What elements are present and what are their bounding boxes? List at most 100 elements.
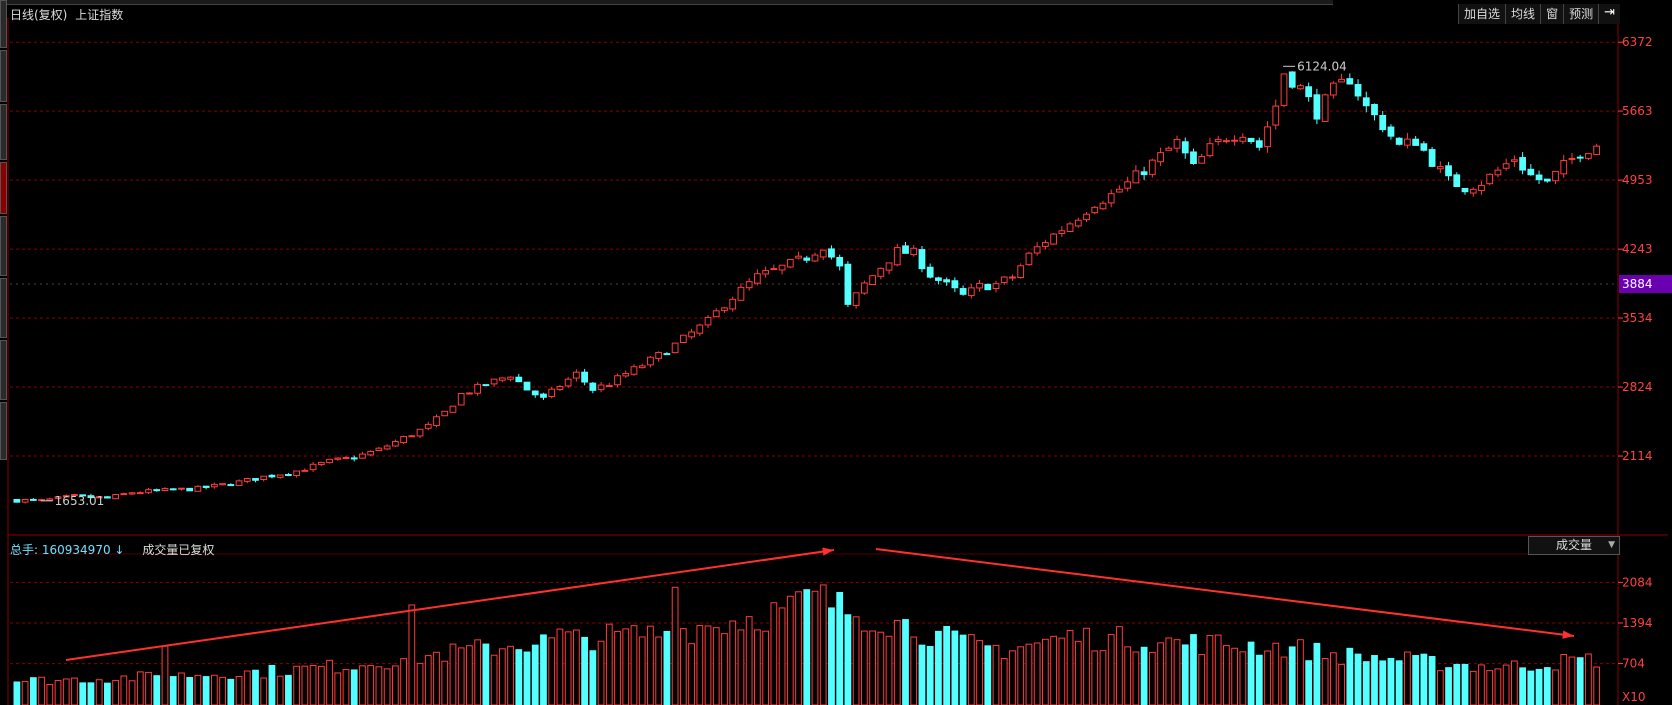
volume-bar-up bbox=[1552, 669, 1559, 705]
rising-trend-arrow bbox=[65, 549, 835, 661]
candle-up bbox=[548, 388, 556, 397]
candle-down bbox=[1371, 103, 1378, 116]
volume-bar-up bbox=[1033, 642, 1041, 705]
volume-bar-up bbox=[359, 665, 366, 705]
volume-bar-up bbox=[449, 643, 457, 705]
candle-up bbox=[712, 310, 720, 318]
volume-bar-up bbox=[655, 636, 663, 705]
candle-down bbox=[1412, 138, 1420, 146]
volume-bar-down bbox=[13, 681, 21, 705]
volume-bar-down bbox=[153, 675, 161, 705]
price-tick-label: 3534 bbox=[1622, 311, 1653, 325]
forecast-button[interactable]: 预测 bbox=[1563, 4, 1599, 24]
volume-bar-down bbox=[1140, 646, 1148, 705]
candle-down bbox=[79, 494, 87, 497]
candle-down bbox=[951, 280, 959, 289]
volume-bar-down bbox=[268, 664, 276, 705]
candle-up bbox=[449, 405, 457, 413]
candle-up bbox=[276, 474, 284, 478]
add-favorite-button[interactable]: 加自选 bbox=[1458, 4, 1506, 24]
volume-bar-down bbox=[1181, 644, 1189, 705]
candle-down bbox=[663, 353, 671, 356]
price-tick-label: 6372 bbox=[1622, 35, 1653, 49]
volume-bar-up bbox=[1329, 652, 1337, 705]
volume-bar-up bbox=[136, 671, 144, 705]
left-tab[interactable] bbox=[0, 216, 7, 276]
left-tab[interactable] bbox=[0, 0, 7, 48]
candle-up bbox=[679, 334, 687, 343]
volume-bar-up bbox=[383, 668, 391, 705]
candle-up bbox=[54, 496, 62, 499]
volume-bar-up bbox=[1157, 642, 1164, 705]
candle-up bbox=[1058, 230, 1066, 235]
candle-up bbox=[1107, 193, 1115, 204]
candle-up bbox=[1280, 73, 1288, 106]
candle-up bbox=[301, 469, 309, 472]
left-tab[interactable] bbox=[0, 50, 7, 102]
volume-bar-up bbox=[260, 677, 268, 705]
candle-up bbox=[729, 298, 737, 310]
candle-up bbox=[466, 392, 473, 395]
left-tab[interactable] bbox=[0, 278, 7, 338]
candle-up bbox=[474, 383, 482, 394]
volume-bar-up bbox=[1206, 635, 1214, 705]
volume-bar-down bbox=[836, 592, 844, 705]
candle-up bbox=[556, 386, 564, 390]
left-tab[interactable] bbox=[0, 340, 7, 400]
candle-down bbox=[153, 489, 161, 492]
candle-down bbox=[1445, 165, 1452, 177]
candle-down bbox=[523, 381, 531, 391]
volume-bar-up bbox=[375, 666, 383, 705]
volume-bar-up bbox=[1502, 664, 1510, 705]
candle-down bbox=[926, 266, 934, 278]
indicator-select[interactable]: 成交量 ▼ bbox=[1528, 536, 1620, 555]
window-button[interactable]: 窗 bbox=[1540, 4, 1564, 24]
candle-up bbox=[1552, 170, 1559, 182]
candle-up bbox=[1116, 188, 1123, 193]
chart-toolbar: 加自选 均线 窗 预测 ⇥ bbox=[1458, 4, 1620, 24]
volume-bar-up bbox=[1510, 660, 1518, 705]
volume-bar-down bbox=[1576, 657, 1584, 705]
candle-down bbox=[1190, 151, 1197, 165]
candle-up bbox=[408, 435, 416, 438]
candle-down bbox=[1305, 86, 1313, 98]
volume-bar-up bbox=[745, 616, 753, 705]
candle-up bbox=[1321, 94, 1329, 122]
candle-up bbox=[334, 457, 342, 460]
volume-bar-up bbox=[474, 639, 482, 705]
exit-arrow-icon[interactable]: ⇥ bbox=[1598, 4, 1620, 24]
candle-up bbox=[696, 324, 704, 334]
candle-up bbox=[1000, 276, 1008, 283]
candle-up bbox=[1329, 82, 1337, 96]
candle-down bbox=[252, 478, 259, 481]
candle-up bbox=[219, 483, 226, 486]
volume-bar-down bbox=[926, 645, 934, 705]
volume-bar-down bbox=[918, 644, 926, 705]
left-tab-active[interactable] bbox=[0, 162, 7, 214]
volume-bar-down bbox=[902, 619, 909, 705]
candle-up bbox=[62, 495, 70, 498]
candle-up bbox=[120, 493, 128, 496]
left-tab[interactable] bbox=[0, 402, 7, 460]
candle-down bbox=[540, 393, 547, 398]
volume-bar-up bbox=[1568, 656, 1576, 705]
volume-bar-up bbox=[498, 648, 506, 705]
volume-bar-up bbox=[1214, 634, 1222, 705]
candle-up bbox=[1560, 160, 1568, 175]
volume-bar-down bbox=[482, 643, 490, 705]
total-volume-value: 160934970 bbox=[41, 543, 111, 557]
candle-up bbox=[655, 351, 663, 359]
volume-bar-up bbox=[1148, 651, 1156, 705]
candle-up bbox=[507, 376, 514, 380]
left-tab[interactable] bbox=[0, 104, 7, 160]
candle-up bbox=[1510, 159, 1518, 162]
volume-bar-up bbox=[490, 654, 498, 705]
volume-bar-down bbox=[169, 676, 177, 705]
volume-bar-down bbox=[1313, 642, 1321, 705]
volume-bar-up bbox=[235, 675, 243, 705]
volume-bar-up bbox=[819, 584, 827, 705]
volume-bar-up bbox=[243, 670, 251, 705]
candle-up bbox=[359, 453, 366, 459]
moving-average-button[interactable]: 均线 bbox=[1505, 4, 1541, 24]
volume-bar-down bbox=[252, 669, 259, 705]
